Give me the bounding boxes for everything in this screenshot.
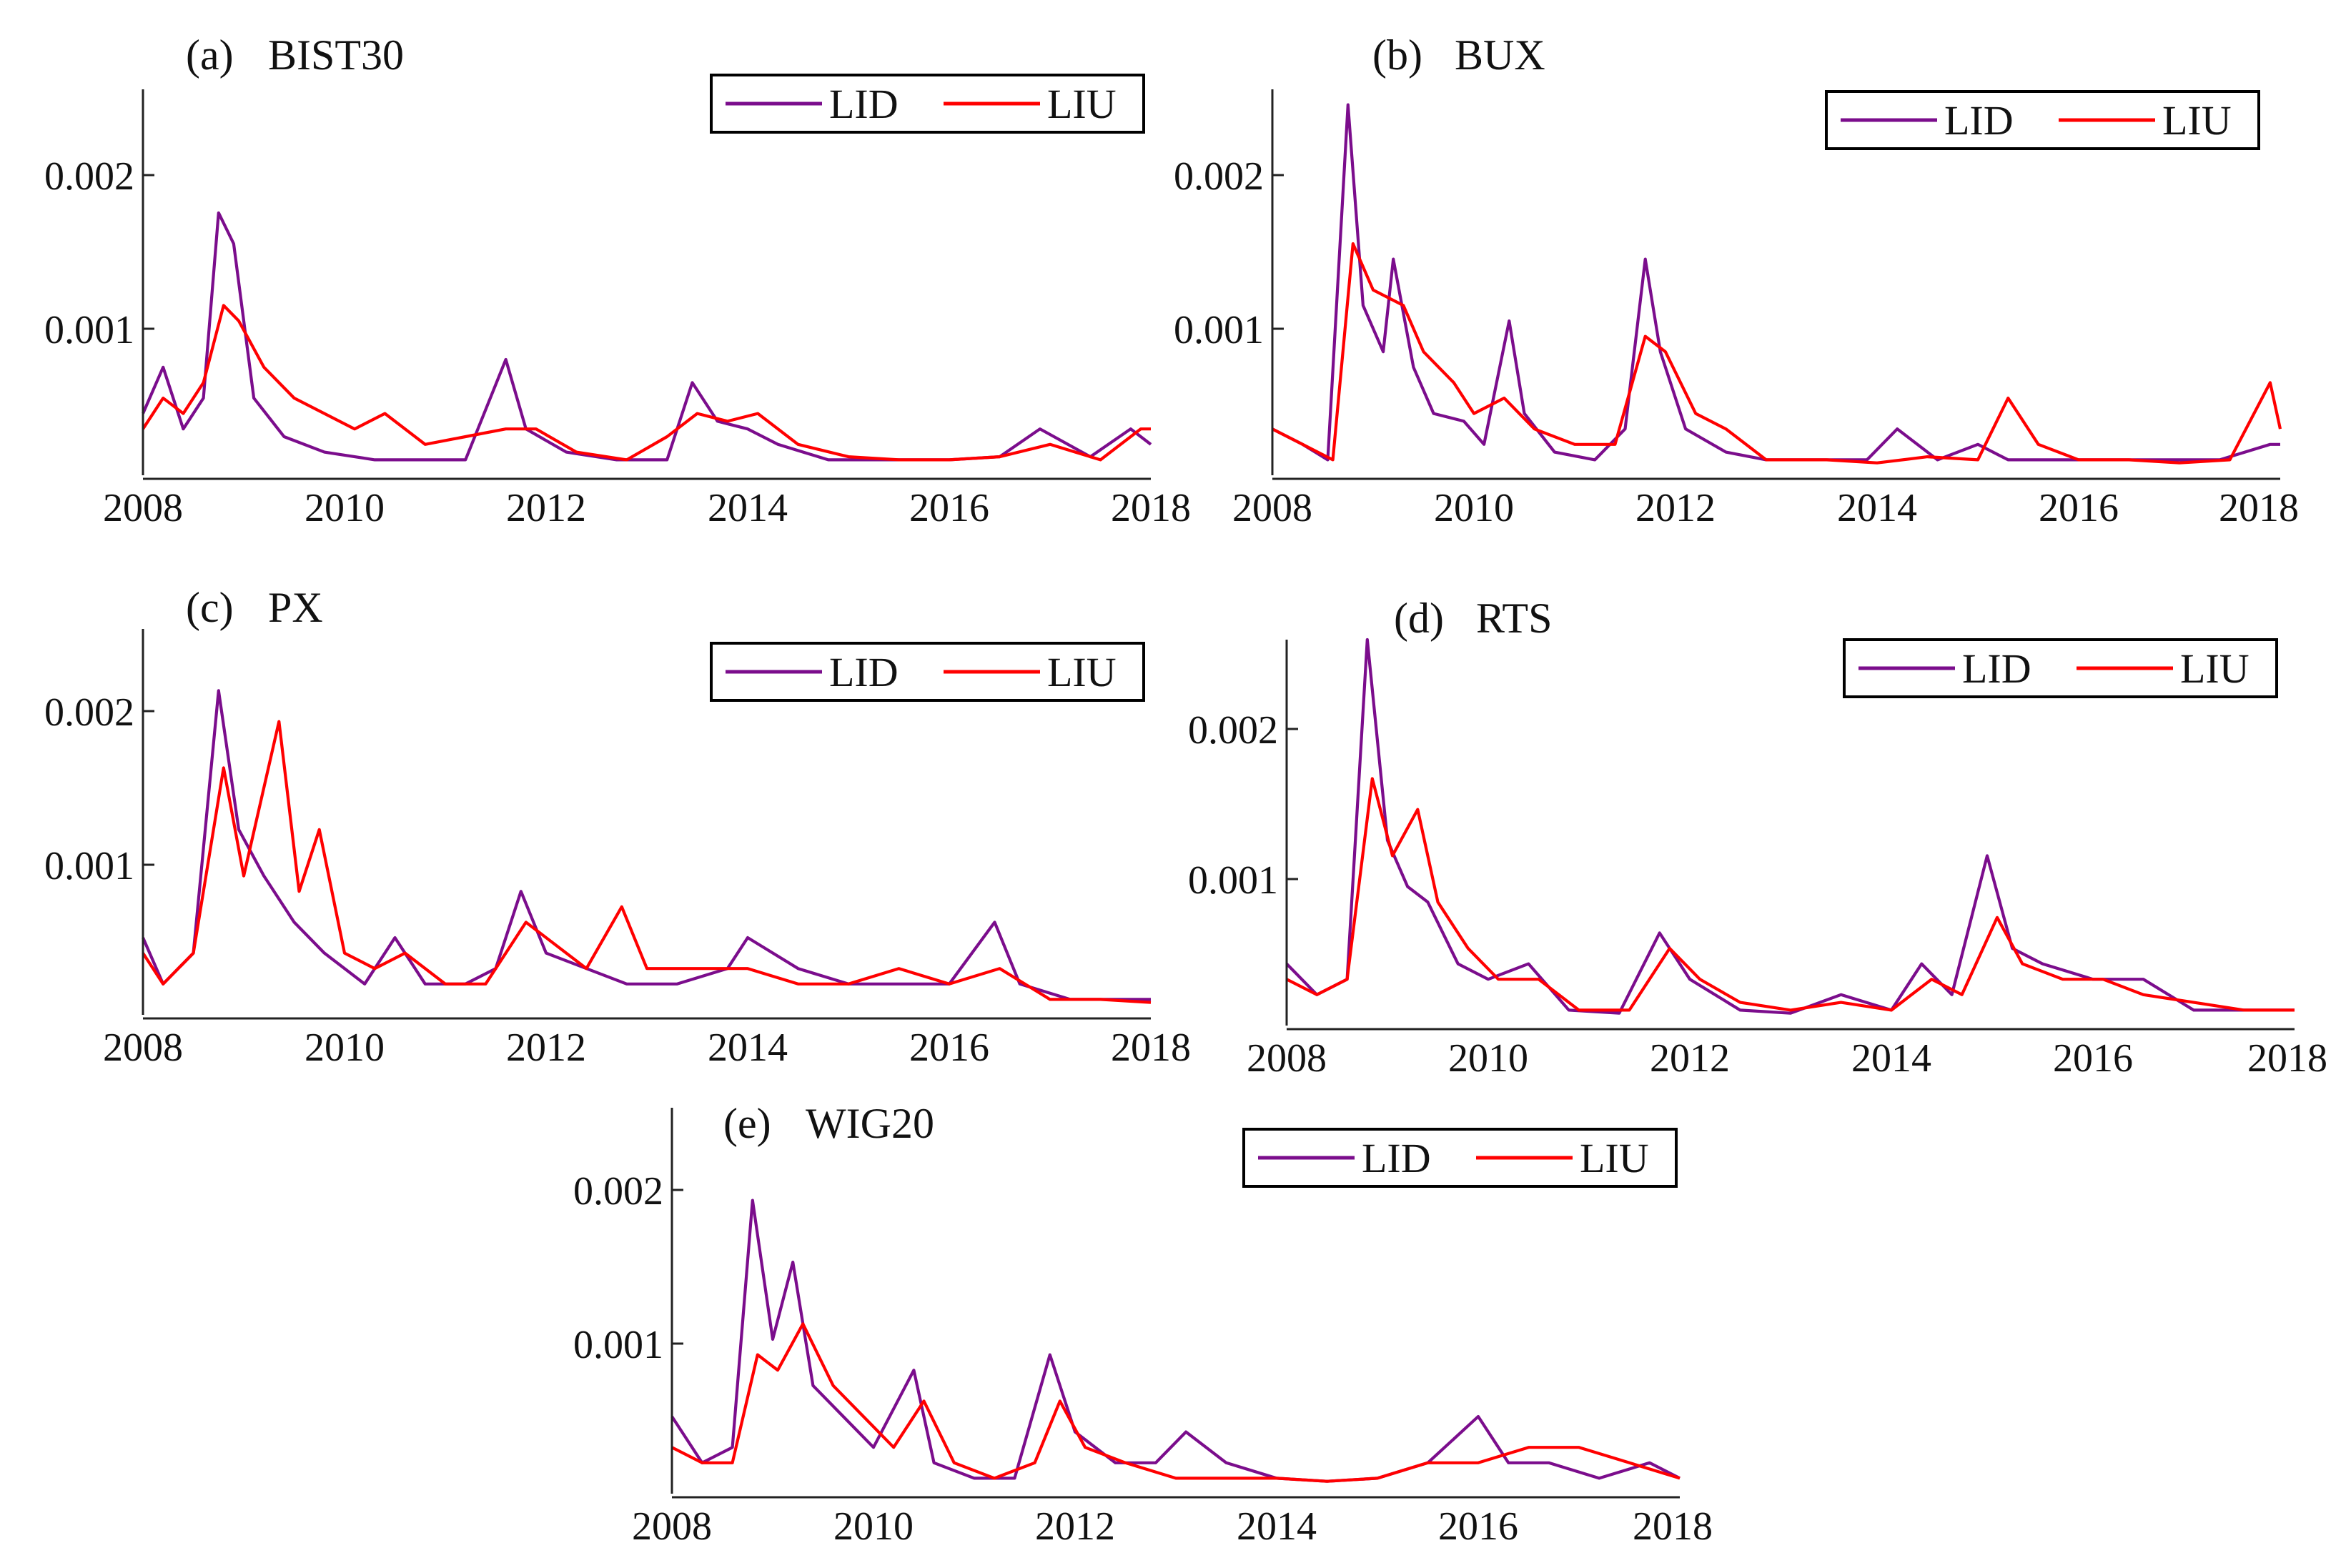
panel-e-marks xyxy=(670,1199,1681,1483)
panel-e-x-tick-label-2008: 2008 xyxy=(632,1504,712,1549)
panel-e-legend-label-liu: LIU xyxy=(1580,1135,1649,1181)
panel-c-series-liu xyxy=(142,720,1152,1004)
panel-e-y-ticks: 0.002 0.001 xyxy=(573,1169,683,1367)
panel-a-y-tick-label-0.002: 0.002 xyxy=(44,154,134,199)
panel-e-y-tick-label-0.001: 0.001 xyxy=(573,1323,663,1367)
panel-d-x-tick-label-2012: 2012 xyxy=(1650,1036,1730,1081)
panel-b-x-tick-label-2010: 2010 xyxy=(1434,486,1514,530)
panel-b-label: (b) xyxy=(1372,31,1422,79)
panel-c-x-tick-label-2012: 2012 xyxy=(506,1026,586,1070)
panel-e: (e) WIG20 0.002 0.001 2008 2010 2012 201… xyxy=(573,1100,1713,1549)
panel-b-x-ticks: 2008 2010 2012 2014 2016 2018 xyxy=(1232,486,2299,530)
panel-b-x-tick-label-2018: 2018 xyxy=(2219,486,2299,530)
panel-b-x-tick-label-2008: 2008 xyxy=(1232,486,1312,530)
panel-d-x-tick-label-2016: 2016 xyxy=(2053,1036,2133,1081)
panel-b-legend-label-lid: LID xyxy=(1944,97,2014,144)
panel-a-x-tick-label-2010: 2010 xyxy=(305,486,385,530)
panel-d-series-liu xyxy=(1286,777,2295,1012)
panel-a-x-tick-label-2008: 2008 xyxy=(103,486,183,530)
panel-a-label: (a) xyxy=(186,31,234,79)
panel-d: (d) RTS 0.002 0.001 2008 2010 2012 2014 … xyxy=(1188,595,2327,1081)
panel-b-y-ticks: 0.002 0.001 xyxy=(1174,154,1284,352)
panel-c-legend: LID LIU xyxy=(710,642,1145,702)
panel-c-title: PX xyxy=(268,584,323,631)
panel-d-x-ticks: 2008 2010 2012 2014 2016 2018 xyxy=(1247,1036,2327,1081)
panel-b: (b) BUX 0.002 0.001 2008 2010 2012 2014 … xyxy=(1174,31,2299,530)
panel-b-x-tick-label-2016: 2016 xyxy=(2039,486,2119,530)
panel-d-title: RTS xyxy=(1476,595,1552,642)
panel-e-x-tick-label-2014: 2014 xyxy=(1237,1504,1317,1549)
panel-c-series-lid xyxy=(142,689,1151,1001)
panel-c-label: (c) xyxy=(186,584,234,631)
panel-d-x-tick-label-2008: 2008 xyxy=(1247,1036,1327,1081)
panel-d-legend-label-liu: LIU xyxy=(2180,645,2249,692)
panel-a-x-tick-label-2018: 2018 xyxy=(1111,486,1191,530)
panel-d-label: (d) xyxy=(1394,595,1444,642)
panel-c-marks xyxy=(142,689,1152,1004)
panel-b-y-tick-label-0.002: 0.002 xyxy=(1174,154,1264,199)
panel-c-legend-label-liu: LIU xyxy=(1047,649,1117,695)
panel-c-y-tick-label-0.002: 0.002 xyxy=(44,690,134,735)
panel-d-y-tick-label-0.001: 0.001 xyxy=(1188,858,1278,903)
panel-e-x-ticks: 2008 2010 2012 2014 2016 2018 xyxy=(632,1504,1713,1549)
panel-e-y-tick-label-0.002: 0.002 xyxy=(573,1169,663,1214)
panel-a-x-tick-label-2016: 2016 xyxy=(909,486,989,530)
panel-a-y-tick-label-0.001: 0.001 xyxy=(44,308,134,352)
panel-b-legend: LID LIU xyxy=(1825,90,2260,150)
panel-d-legend-label-lid: LID xyxy=(1962,645,2031,692)
panel-c-x-tick-label-2018: 2018 xyxy=(1111,1026,1191,1070)
panel-d-legend: LID LIU xyxy=(1843,638,2278,698)
panel-e-x-tick-label-2018: 2018 xyxy=(1633,1504,1713,1549)
panel-b-title: BUX xyxy=(1455,31,1545,79)
panel-e-x-tick-label-2016: 2016 xyxy=(1438,1504,1518,1549)
panel-a-marks xyxy=(142,211,1152,462)
panel-d-series-lid xyxy=(1285,637,2295,1015)
panel-c-x-tick-label-2010: 2010 xyxy=(305,1026,385,1070)
panel-b-series-liu xyxy=(1272,242,2282,465)
panel-d-y-ticks: 0.002 0.001 xyxy=(1188,708,1298,903)
panel-a-y-ticks: 0.002 0.001 xyxy=(44,154,154,352)
panel-a-x-ticks: 2008 2010 2012 2014 2016 2018 xyxy=(103,486,1191,530)
panel-c: (c) PX 0.002 0.001 2008 2010 2012 2014 2… xyxy=(44,584,1191,1070)
panel-a-legend-label-lid: LID xyxy=(829,81,899,127)
panel-b-y-tick-label-0.001: 0.001 xyxy=(1174,308,1264,352)
panel-e-legend-label-lid: LID xyxy=(1362,1135,1431,1181)
panel-d-x-tick-label-2014: 2014 xyxy=(1851,1036,1931,1081)
panel-b-x-tick-label-2012: 2012 xyxy=(1635,486,1716,530)
panel-a-x-tick-label-2014: 2014 xyxy=(708,486,788,530)
panel-a-legend-label-liu: LIU xyxy=(1047,81,1117,127)
panel-a-legend: LID LIU xyxy=(710,74,1145,134)
panel-e-legend-box xyxy=(1242,1128,1678,1188)
panel-d-y-tick-label-0.002: 0.002 xyxy=(1188,708,1278,753)
panel-e-x-tick-label-2012: 2012 xyxy=(1035,1504,1115,1549)
panel-e-x-tick-label-2010: 2010 xyxy=(833,1504,914,1549)
panel-a-x-tick-label-2012: 2012 xyxy=(506,486,586,530)
panel-d-x-tick-label-2010: 2010 xyxy=(1448,1036,1528,1081)
panel-c-x-tick-label-2008: 2008 xyxy=(103,1026,183,1070)
panel-c-y-tick-label-0.001: 0.001 xyxy=(44,844,134,888)
panel-c-legend-label-lid: LID xyxy=(829,649,899,695)
panel-c-x-ticks: 2008 2010 2012 2014 2016 2018 xyxy=(103,1026,1191,1070)
panel-c-y-ticks: 0.002 0.001 xyxy=(44,690,154,888)
panel-e-series-liu xyxy=(671,1322,1681,1483)
panel-b-marks xyxy=(1272,103,2282,465)
panel-d-x-tick-label-2018: 2018 xyxy=(2247,1036,2327,1081)
panel-d-marks xyxy=(1285,637,2295,1015)
panel-a: (a) BIST30 0.002 0.001 2008 2010 2012 20… xyxy=(44,31,1191,530)
panel-b-series-lid xyxy=(1272,103,2280,462)
panel-e-legend: LID LIU xyxy=(1242,1128,1678,1188)
panel-e-series-lid xyxy=(670,1199,1681,1483)
panel-a-series-liu xyxy=(142,304,1151,462)
panel-a-title: BIST30 xyxy=(268,31,404,79)
panel-b-legend-label-liu: LIU xyxy=(2162,97,2232,144)
panel-e-title: WIG20 xyxy=(806,1100,934,1147)
panel-a-series-lid xyxy=(142,211,1152,462)
panel-b-x-tick-label-2014: 2014 xyxy=(1837,486,1917,530)
panel-c-x-tick-label-2016: 2016 xyxy=(909,1026,989,1070)
panel-e-label: (e) xyxy=(723,1100,771,1147)
panel-c-x-tick-label-2014: 2014 xyxy=(708,1026,788,1070)
